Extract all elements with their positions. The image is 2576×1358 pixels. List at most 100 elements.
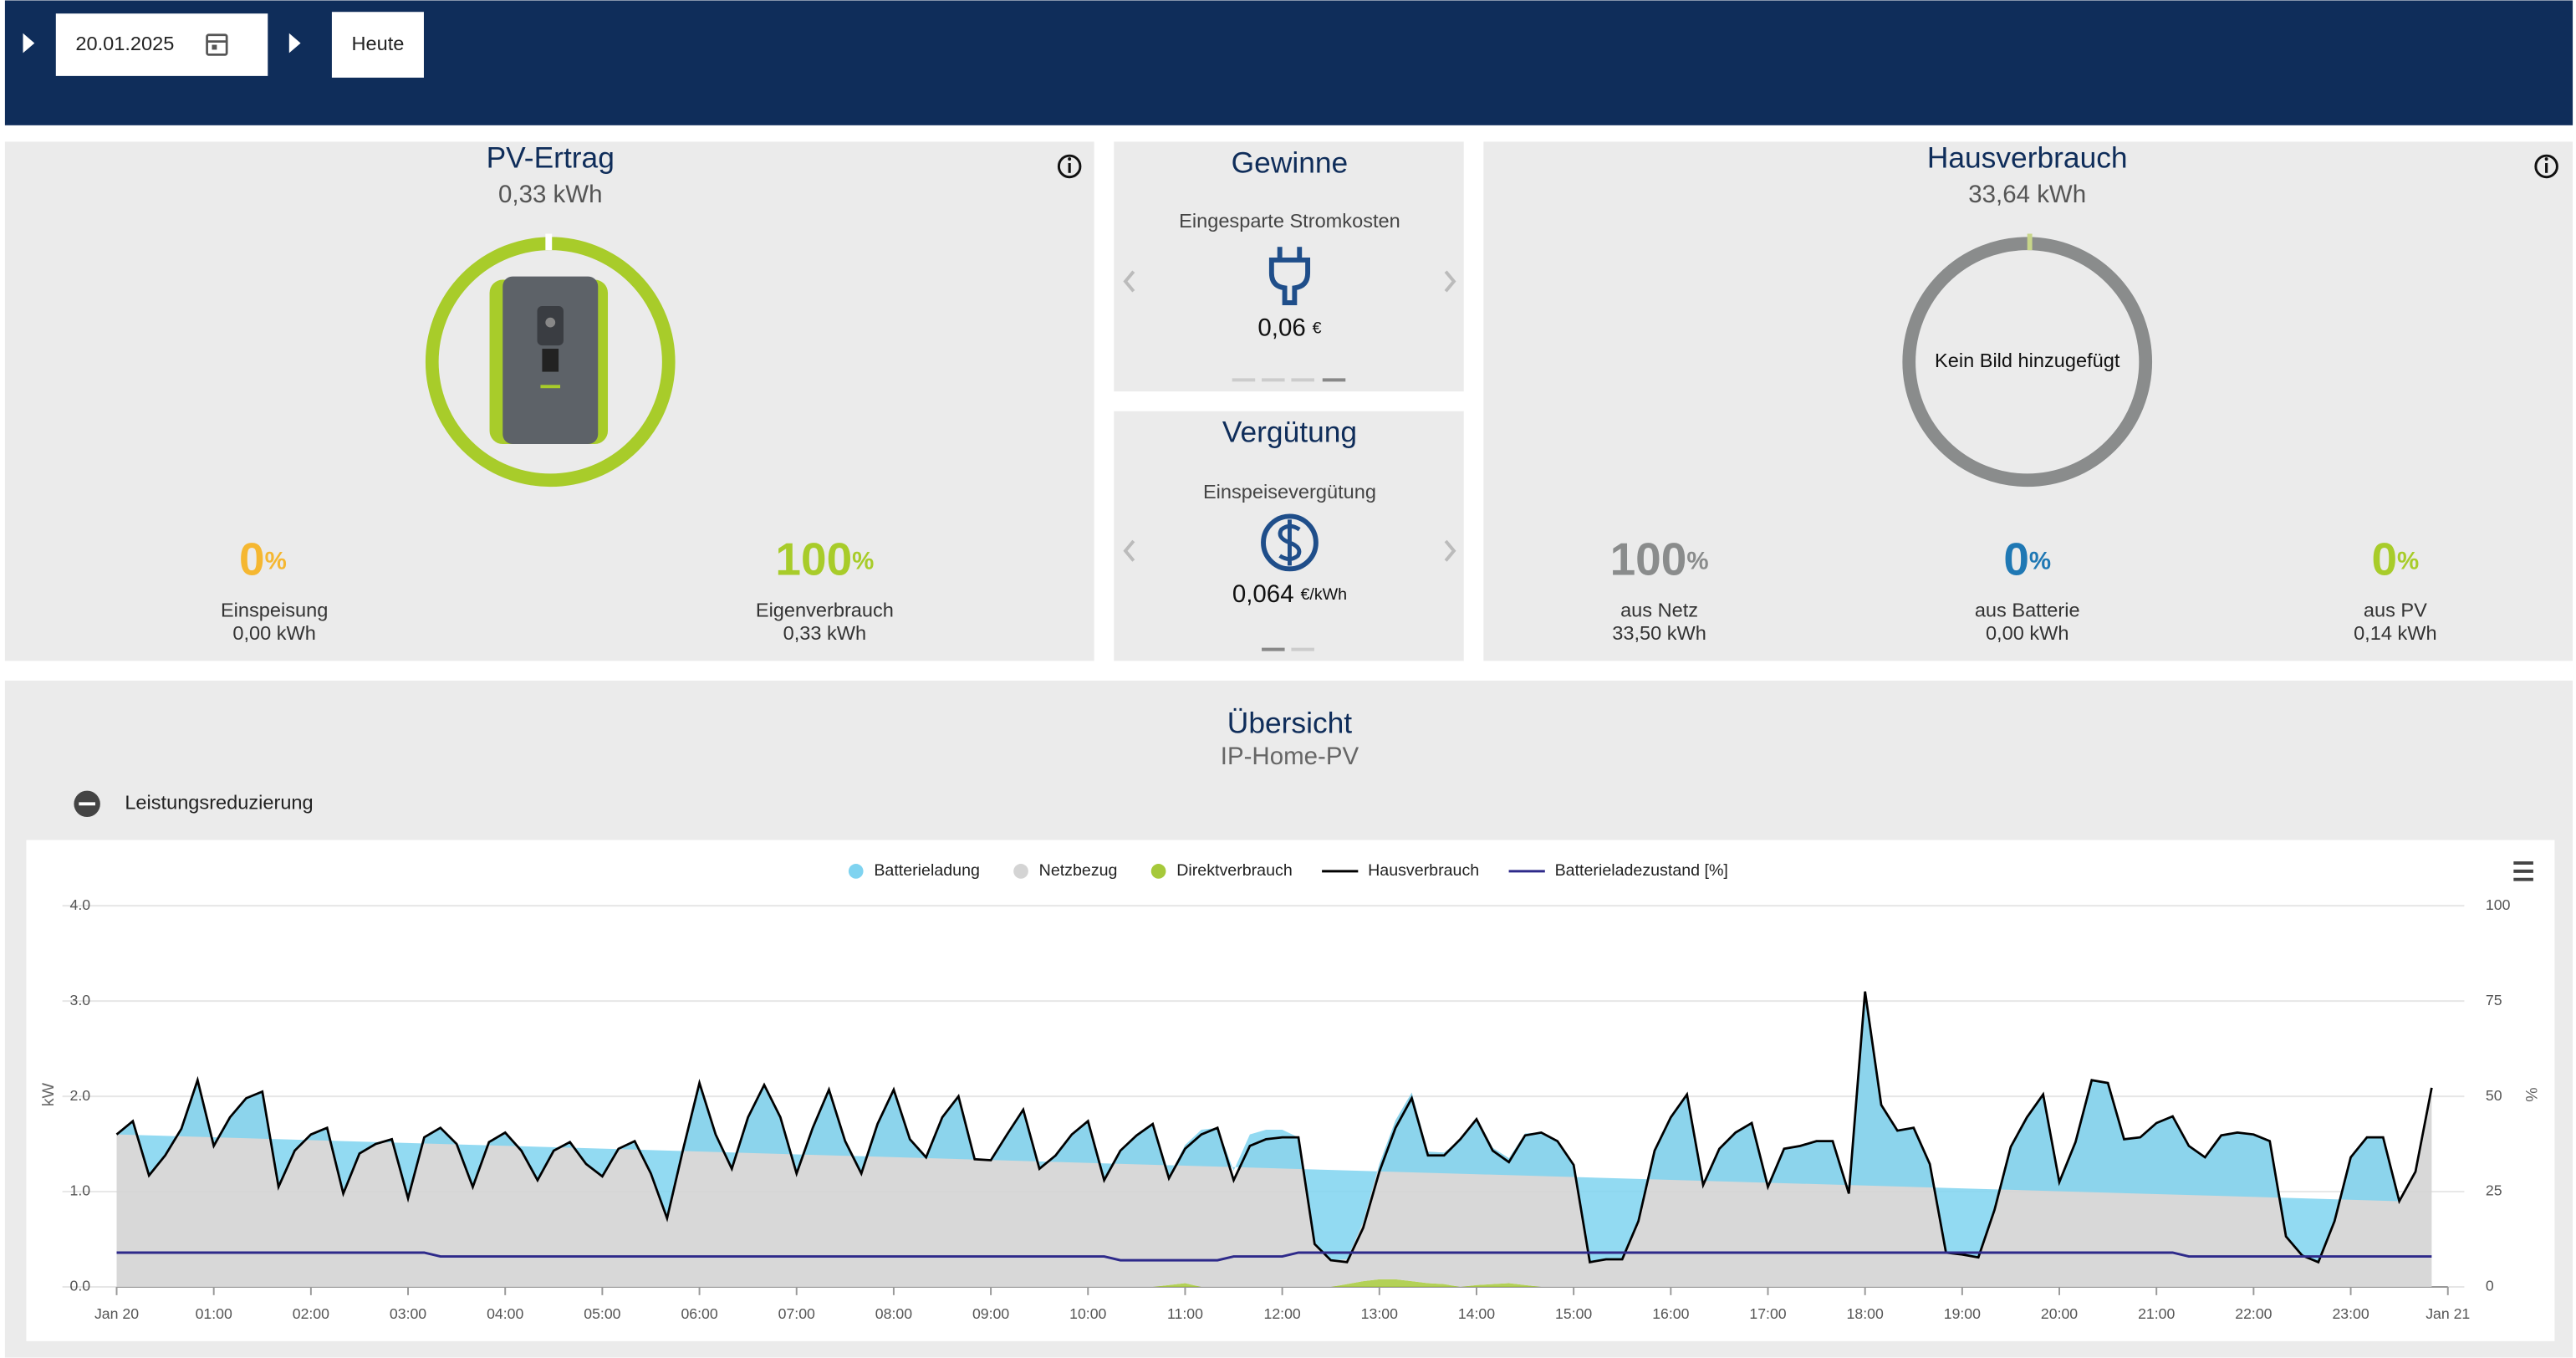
percent-value: 100 <box>1610 533 1687 585</box>
today-button[interactable] <box>331 12 424 78</box>
stat-label: Einspeisung <box>221 600 328 621</box>
card-value: 0,064 €/kWh <box>1232 580 1347 608</box>
x-tick-label: 17:00 <box>1749 1305 1786 1322</box>
card-title: Übersicht <box>1227 707 1353 739</box>
carousel-prev[interactable] <box>1123 270 1135 293</box>
unit: € <box>1313 319 1322 338</box>
x-tick-label: 04:00 <box>487 1305 523 1322</box>
card-subtitle: IP-Home-PV <box>1221 743 1359 770</box>
line <box>116 1251 2432 1262</box>
y-tick-label: 2.0 <box>69 1087 90 1104</box>
stat-energy: 0,00 kWh <box>232 622 316 644</box>
percent-unit: % <box>1686 547 1708 574</box>
card-subtitle: Eingesparte Stromkosten <box>1179 210 1400 232</box>
unit: €/kWh <box>1300 585 1347 604</box>
carousel-next[interactable] <box>1444 539 1456 562</box>
y2-axis-label: % <box>2522 1087 2540 1101</box>
x-tick-label: 09:00 <box>972 1305 1009 1322</box>
y2-tick-label: 0 <box>2486 1278 2494 1294</box>
x-tick-label: 20:00 <box>2041 1305 2078 1322</box>
value: 0,064 <box>1232 580 1294 608</box>
percent-value: 0 <box>239 533 265 585</box>
stat-energy: 33,50 kWh <box>1612 622 1706 644</box>
gewinne-card <box>1114 141 1464 392</box>
x-tick-label: Jan 20 <box>94 1305 139 1322</box>
date-text: 20.01.2025 <box>75 33 174 54</box>
y-tick-label: 1.0 <box>69 1182 90 1199</box>
card-total: 0,33 kWh <box>498 181 602 208</box>
x-tick-label: 18:00 <box>1847 1305 1884 1322</box>
x-tick-label: 21:00 <box>2138 1305 2175 1322</box>
calendar-icon[interactable] <box>206 33 228 56</box>
today-label: Heute <box>351 33 404 54</box>
info-icon[interactable] <box>2534 154 2558 179</box>
stat-label: aus Batterie <box>1975 600 2080 621</box>
toggle-icon[interactable] <box>74 790 100 818</box>
percent-unit: % <box>2029 547 2051 574</box>
x-tick-label: 13:00 <box>1361 1305 1398 1322</box>
x-tick-label: 16:00 <box>1652 1305 1689 1322</box>
x-tick-label: 08:00 <box>875 1305 912 1322</box>
ring-gap <box>545 233 553 251</box>
prev-day[interactable] <box>23 33 35 54</box>
chart-menu[interactable] <box>2513 861 2533 881</box>
y2-tick-label: 25 <box>2486 1182 2502 1199</box>
y-tick-label: 4.0 <box>69 896 90 913</box>
x-tick-label: 05:00 <box>584 1305 620 1322</box>
y-tick-label: 3.0 <box>69 992 90 1008</box>
value: 0,06 <box>1257 314 1305 341</box>
dollar-icon <box>1261 513 1319 572</box>
x-tick-label: 14:00 <box>1458 1305 1495 1322</box>
x-tick-label: 19:00 <box>1944 1305 1981 1322</box>
info-icon[interactable] <box>1057 154 1082 179</box>
x-tick-label: 15:00 <box>1555 1305 1592 1322</box>
legend-label: Batterieladezustand [%] <box>1555 861 1728 880</box>
stat-label: aus Netz <box>1620 600 1698 621</box>
percent: 100% <box>775 533 874 585</box>
x-tick-label: 07:00 <box>778 1305 815 1322</box>
x-tick-label: 03:00 <box>390 1305 426 1322</box>
carousel-prev[interactable] <box>1123 539 1135 562</box>
legend-label: Netzbezug <box>1039 861 1118 880</box>
legend-swatch <box>1013 864 1028 879</box>
y-tick-label: 0.0 <box>69 1278 90 1294</box>
stat-energy: 0,14 kWh <box>2354 622 2437 644</box>
percent: 0% <box>2371 533 2419 585</box>
y-axis-label: kW <box>39 1082 58 1106</box>
x-tick-label: 11:00 <box>1167 1305 1203 1322</box>
next-day[interactable] <box>288 33 301 54</box>
percent-unit: % <box>852 547 874 574</box>
header-bar <box>4 0 2573 125</box>
legend-swatch <box>848 864 864 879</box>
percent-value: 0 <box>2371 533 2397 585</box>
percent-unit: % <box>265 547 287 574</box>
x-tick-label: 12:00 <box>1264 1305 1301 1322</box>
x-tick-label: 02:00 <box>293 1305 329 1322</box>
card-title: PV-Ertrag <box>487 141 615 174</box>
x-tick-label: 01:00 <box>196 1305 232 1322</box>
card-total: 33,64 kWh <box>1968 181 2086 208</box>
legend-swatch <box>1150 864 1166 879</box>
toggle-label: Leistungsreduzierung <box>125 792 313 814</box>
haus-card <box>1483 141 2573 661</box>
image-placeholder: Kein Bild hinzugefügt <box>1935 350 2120 371</box>
legend-label: Direktverbrauch <box>1176 861 1293 880</box>
date-input[interactable] <box>55 13 268 76</box>
stat-label: aus PV <box>2364 600 2427 621</box>
x-tick-label: 06:00 <box>681 1305 717 1322</box>
x-tick-label: 10:00 <box>1069 1305 1106 1322</box>
carousel-next[interactable] <box>1444 270 1456 293</box>
card-title: Vergütung <box>1222 416 1357 449</box>
card-title: Hausverbrauch <box>1927 141 2128 174</box>
stat-label: Eigenverbrauch <box>756 600 894 621</box>
x-tick-label: Jan 21 <box>2426 1305 2470 1322</box>
plug-icon <box>1268 247 1311 305</box>
card-title: Gewinne <box>1232 146 1349 179</box>
x-tick-label: 22:00 <box>2235 1305 2272 1322</box>
percent-value: 100 <box>775 533 852 585</box>
stat-energy: 0,00 kWh <box>1986 622 2069 644</box>
y2-tick-label: 50 <box>2486 1087 2502 1104</box>
y2-tick-label: 75 <box>2486 992 2502 1008</box>
